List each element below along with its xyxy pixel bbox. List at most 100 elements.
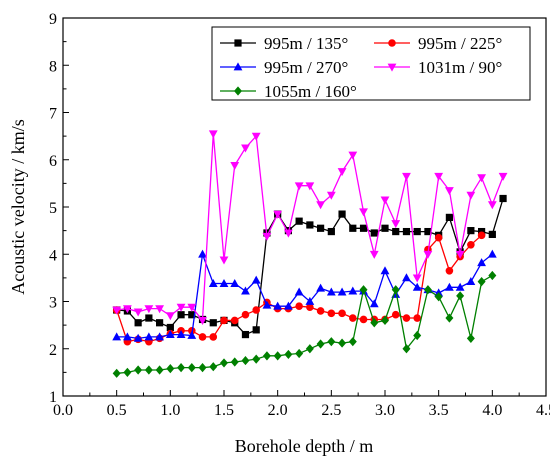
data-point xyxy=(327,337,336,347)
legend-item: 995m / 225° xyxy=(374,34,502,53)
data-point xyxy=(488,230,496,239)
data-point xyxy=(284,349,293,360)
data-point xyxy=(348,337,357,347)
data-point xyxy=(166,363,175,374)
data-point xyxy=(187,363,196,373)
data-point xyxy=(477,277,486,287)
data-point xyxy=(208,278,218,287)
x-tick-label: 0.5 xyxy=(107,402,127,419)
data-point xyxy=(381,315,389,325)
data-point xyxy=(230,162,240,171)
x-tick-label: 2.5 xyxy=(321,402,341,419)
x-tick-label: 1.0 xyxy=(160,402,180,419)
data-point xyxy=(498,172,508,181)
data-point xyxy=(134,365,143,375)
data-point xyxy=(423,285,432,295)
data-point xyxy=(359,315,368,324)
data-point xyxy=(177,311,185,319)
data-point xyxy=(359,285,368,295)
data-point xyxy=(370,318,379,328)
data-point xyxy=(112,368,121,378)
y-tick-label: 3 xyxy=(49,295,57,312)
data-point xyxy=(198,317,207,325)
x-tick-label: 1.5 xyxy=(214,402,234,419)
data-point xyxy=(251,275,261,284)
data-point xyxy=(424,227,432,236)
data-point xyxy=(273,351,282,361)
data-point xyxy=(284,301,293,310)
data-point xyxy=(209,362,218,372)
data-point xyxy=(412,274,422,283)
data-point xyxy=(348,286,358,295)
data-point xyxy=(327,227,335,236)
data-point xyxy=(241,144,250,153)
data-point xyxy=(402,172,411,181)
legend-label: 1055m / 160° xyxy=(264,82,357,101)
data-point xyxy=(294,182,304,191)
axes: 0.0 0.5 1.0 1.5 2.0 2.5 3.0 3.5 4.0 4.5 1 2 3 4 5 6 7 8 9 xyxy=(49,11,550,419)
legend-marker xyxy=(234,39,242,47)
data-point xyxy=(369,299,379,308)
data-point xyxy=(155,305,164,314)
data-point xyxy=(209,333,218,341)
legend-label: 1031m / 90° xyxy=(418,58,502,77)
data-point xyxy=(176,329,186,338)
data-point xyxy=(445,187,454,196)
data-point xyxy=(413,314,422,322)
data-point xyxy=(123,332,132,341)
data-point xyxy=(499,194,507,203)
legend-item: 995m / 135° xyxy=(220,34,348,53)
x-tick-label: 3.0 xyxy=(375,402,395,419)
data-point xyxy=(402,344,411,354)
data-point xyxy=(445,282,454,291)
data-point xyxy=(241,330,250,339)
data-point xyxy=(220,358,228,368)
data-point xyxy=(349,314,357,322)
data-point xyxy=(165,312,175,321)
y-tick-label: 9 xyxy=(49,11,57,28)
data-point xyxy=(477,258,486,267)
series-4 xyxy=(112,130,508,325)
data-point xyxy=(144,365,153,375)
data-point xyxy=(230,316,239,325)
data-point xyxy=(380,266,390,275)
data-point xyxy=(112,306,122,315)
data-point xyxy=(219,256,229,265)
data-point xyxy=(467,227,475,235)
y-tick-label: 5 xyxy=(49,200,57,217)
data-point xyxy=(391,310,400,319)
y-tick-label: 7 xyxy=(49,106,57,123)
data-point xyxy=(381,224,389,232)
series-5 xyxy=(112,270,497,378)
data-point xyxy=(262,351,271,361)
data-point xyxy=(262,232,272,241)
data-point xyxy=(306,221,314,229)
data-point xyxy=(156,319,164,327)
data-point xyxy=(252,306,260,314)
data-point xyxy=(187,330,197,339)
data-point xyxy=(155,365,164,375)
data-point xyxy=(176,303,186,312)
data-point xyxy=(188,311,196,319)
data-point xyxy=(220,316,228,325)
x-tick-label: 0.0 xyxy=(53,402,73,419)
data-point xyxy=(477,231,486,240)
data-point xyxy=(284,229,293,238)
data-point xyxy=(338,309,346,318)
data-point xyxy=(423,250,433,259)
data-point xyxy=(402,227,411,236)
data-point xyxy=(487,249,497,258)
data-point xyxy=(252,326,260,334)
data-point xyxy=(251,132,261,141)
x-tick-label: 2.0 xyxy=(268,402,288,419)
data-point xyxy=(455,250,465,259)
data-point xyxy=(145,314,153,322)
legend: 995m / 135° 995m / 225° 995m / 270° 1031m /… xyxy=(211,26,531,101)
data-point xyxy=(477,174,486,183)
data-point xyxy=(466,333,475,343)
data-point xyxy=(230,357,239,367)
data-point xyxy=(317,224,325,232)
data-point xyxy=(295,217,303,225)
data-point xyxy=(209,319,217,327)
